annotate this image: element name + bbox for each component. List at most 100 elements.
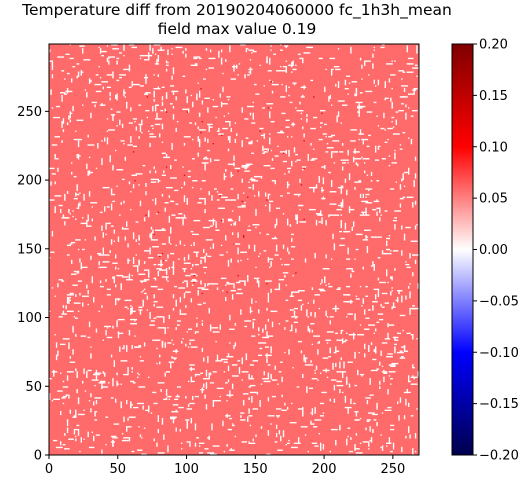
heatmap-cell: [185, 274, 191, 277]
heatmap-cell: [387, 353, 393, 355]
heatmap-cell: [126, 221, 128, 227]
heatmap-cell: [160, 109, 164, 112]
heatmap-cell: [270, 167, 275, 170]
heatmap-cell: [362, 441, 369, 443]
heatmap-cell: [230, 188, 234, 190]
heatmap-cell: [153, 402, 158, 405]
heatmap-cell: [75, 334, 77, 337]
heatmap-cell: [274, 155, 279, 157]
heatmap-cell: [341, 391, 344, 394]
heatmap-cell: [69, 356, 71, 359]
heatmap-cell: [175, 96, 177, 101]
heatmap-cell: [214, 400, 221, 402]
heatmap-cell: [68, 438, 74, 440]
heatmap-cell: [95, 167, 98, 170]
heatmap-cell: [69, 111, 71, 119]
heatmap-cell: [270, 423, 272, 425]
heatmap-cell: [76, 119, 84, 121]
heatmap-cell: [145, 214, 147, 216]
heatmap-cell: [408, 375, 410, 383]
heatmap-cell: [200, 389, 205, 391]
heatmap-cell: [300, 426, 304, 428]
heatmap-cell: [335, 362, 337, 368]
heatmap-cell: [264, 346, 270, 348]
heatmap-cell: [148, 210, 150, 218]
heatmap-cell: [314, 445, 319, 447]
heatmap-cell: [49, 60, 54, 62]
heatmap-cell: [153, 303, 155, 307]
heatmap-cell: [252, 224, 260, 226]
heatmap-cell: [80, 335, 87, 337]
heatmap-cell: [330, 68, 333, 76]
heatmap-cell: [328, 96, 330, 102]
heatmap-cell: [215, 340, 217, 343]
heatmap-cell: [192, 186, 194, 189]
heatmap-cell: [291, 123, 296, 126]
heatmap-cell: [361, 78, 363, 80]
heatmap-cell: [192, 180, 198, 182]
heatmap-cell: [150, 320, 155, 322]
heatmap-cell: [322, 133, 327, 135]
heatmap-cell: [346, 332, 348, 335]
heatmap-cell: [410, 383, 418, 385]
heatmap-cell: [237, 274, 239, 277]
heatmap-cell: [104, 254, 110, 256]
heatmap-cell: [359, 57, 362, 61]
heatmap-cell: [161, 193, 164, 197]
heatmap-cell: [139, 57, 142, 60]
heatmap-cell: [182, 218, 184, 226]
heatmap-cell: [178, 406, 184, 409]
heatmap-cell: [62, 386, 69, 388]
heatmap-cell: [258, 255, 260, 258]
heatmap-cell: [299, 221, 307, 223]
heatmap-cell: [314, 372, 316, 374]
heatmap-cell: [90, 112, 92, 119]
y-tick-label: 50: [25, 380, 42, 395]
heatmap-cell: [405, 104, 407, 108]
heatmap-cell: [275, 218, 278, 226]
heatmap-cell: [416, 75, 418, 77]
heatmap-cell: [123, 437, 131, 439]
heatmap-cell: [314, 369, 316, 372]
heatmap-cell: [80, 437, 83, 443]
heatmap-cell: [348, 383, 351, 388]
heatmap-cell: [58, 204, 63, 207]
heatmap-cell: [154, 170, 157, 174]
heatmap-cell: [225, 120, 230, 123]
heatmap-cell: [124, 156, 127, 161]
heatmap-cell: [394, 268, 396, 270]
heatmap-cell: [149, 247, 151, 255]
heatmap-cell: [167, 342, 172, 344]
heatmap-cell: [395, 339, 399, 341]
heatmap-cell: [159, 255, 161, 258]
heatmap-cell: [381, 44, 385, 46]
heatmap-cell: [233, 243, 235, 245]
heatmap-cell: [308, 208, 316, 211]
heatmap-cell: [229, 136, 231, 143]
heatmap-cell: [351, 81, 358, 83]
heatmap-cell: [170, 200, 175, 203]
heatmap-cell: [135, 221, 139, 223]
heatmap-cell: [328, 356, 331, 358]
heatmap-cell: [297, 290, 305, 292]
heatmap-cell: [285, 320, 289, 322]
heatmap-cell: [124, 236, 127, 241]
heatmap-cell: [110, 193, 116, 196]
heatmap-cell: [159, 361, 161, 365]
heatmap-cell: [315, 219, 318, 226]
heatmap-cell: [249, 67, 252, 75]
heatmap-cell: [223, 450, 226, 453]
heatmap-cell: [182, 108, 190, 110]
heatmap-cell: [82, 71, 84, 73]
heatmap-cell: [392, 133, 400, 135]
heatmap-cell: [227, 219, 234, 222]
heatmap-cell: [307, 302, 309, 304]
heatmap-cell: [165, 389, 168, 396]
heatmap-cell: [241, 357, 243, 365]
heatmap-cell: [142, 164, 146, 167]
heatmap-cell: [156, 347, 158, 350]
heatmap-cell: [83, 438, 85, 440]
heatmap-cell: [119, 346, 121, 352]
heatmap-cell: [128, 273, 131, 280]
heatmap-cell: [289, 329, 292, 332]
